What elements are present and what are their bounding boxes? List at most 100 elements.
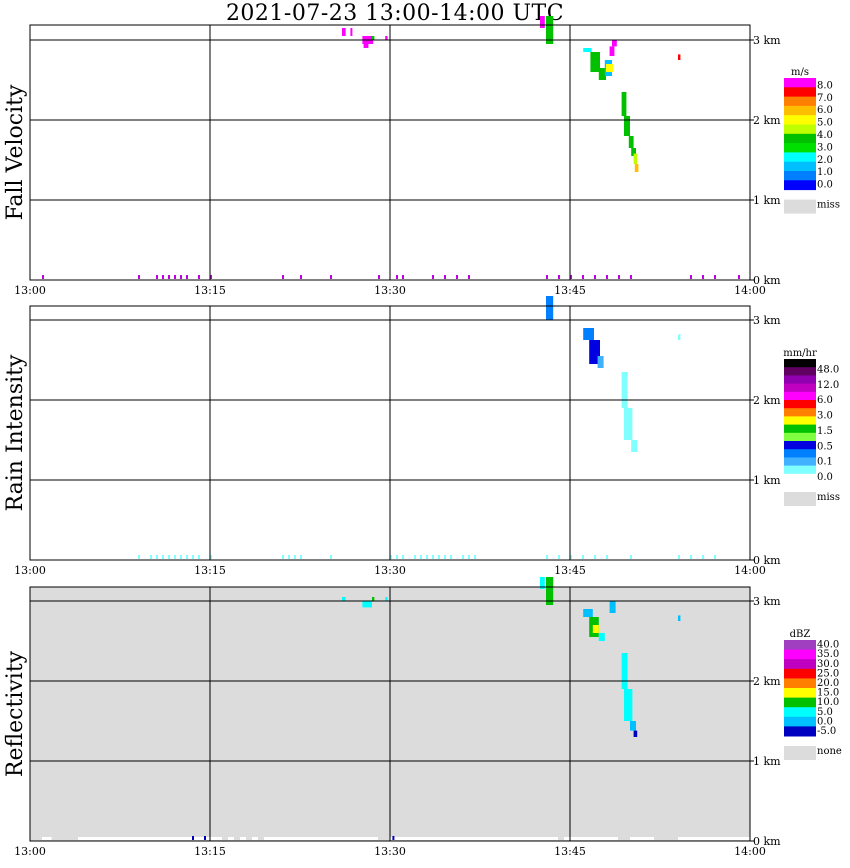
colorbar-swatch	[784, 180, 816, 191]
colorbar-swatch	[784, 78, 816, 88]
echo-cell	[631, 440, 638, 452]
surface-echo	[162, 275, 164, 279]
y-tick-label: 0 km	[753, 835, 781, 848]
surface-echo	[582, 555, 584, 559]
surface-echo	[468, 275, 470, 279]
colorbar-missing-swatch	[784, 492, 816, 506]
echo-cell	[621, 653, 628, 689]
surface-echo	[210, 275, 212, 279]
echo-cell	[583, 48, 592, 52]
colorbar-swatch	[784, 465, 816, 475]
echo-cell	[540, 16, 545, 28]
x-tick-label: 13:00	[14, 564, 46, 577]
surface-echo	[702, 275, 704, 279]
colorbar-swatch	[784, 649, 816, 660]
x-tick-label: 14:00	[734, 564, 766, 577]
surface-echo	[402, 275, 404, 279]
surface-echo	[570, 555, 572, 559]
colorbar-label: 40.0	[817, 640, 839, 651]
surface-echo	[300, 555, 302, 559]
surface-echo	[594, 275, 596, 279]
surface-echo	[558, 275, 560, 279]
x-tick-label: 13:45	[554, 564, 586, 577]
colorbar-swatch	[784, 707, 816, 718]
surface-echo	[456, 275, 458, 279]
page-title: 2021-07-23 13:00-14:00 UTC	[225, 1, 565, 26]
echo-cell	[624, 408, 633, 440]
surface-echo	[180, 555, 182, 559]
echo-cell	[362, 601, 372, 608]
colorbar-label: 2.0	[817, 155, 833, 166]
surface-echo	[714, 555, 716, 559]
colorbar-label: 20.0	[817, 678, 839, 689]
surface-echo	[618, 275, 620, 279]
surface-echo	[402, 555, 404, 559]
surface-echo	[414, 555, 416, 559]
y-tick-label: 1 km	[753, 474, 781, 487]
echo-cell	[583, 328, 594, 340]
colorbar-label: 25.0	[817, 668, 839, 679]
colorbar-swatch	[784, 449, 816, 458]
echo-cell	[628, 136, 634, 148]
y-tick-label: 2 km	[753, 114, 781, 127]
panel-3: 13:00 13:15 13:30 13:45 14:000 km 1 km 2 km 3 k…	[3, 577, 842, 858]
echo-cell	[633, 153, 638, 164]
surface-echo	[702, 555, 704, 559]
x-tick-label: 13:30	[374, 845, 406, 858]
echo-cell	[678, 615, 681, 621]
y-tick-label: 1 km	[753, 194, 781, 207]
surface-echo	[582, 275, 584, 279]
surface-echo	[564, 837, 618, 840]
surface-echo	[396, 555, 398, 559]
colorbar-swatch	[784, 391, 816, 401]
echo-cell	[624, 689, 633, 721]
surface-echo	[282, 555, 284, 559]
surface-echo	[738, 275, 740, 279]
surface-echo	[606, 555, 608, 559]
surface-echo	[168, 275, 170, 279]
x-tick-label: 13:15	[194, 564, 226, 577]
echo-cell	[590, 52, 600, 72]
colorbar-label: 7.0	[817, 93, 833, 104]
colorbar-swatch	[784, 152, 816, 163]
surface-echo	[180, 275, 182, 279]
echo-cell	[372, 597, 375, 601]
echo-cell	[624, 116, 630, 136]
surface-echo	[264, 837, 378, 840]
echo-cell	[634, 164, 639, 172]
surface-echo	[288, 555, 290, 559]
surface-echo	[186, 555, 188, 559]
surface-echo	[468, 555, 470, 559]
colorbar-label: 3.0	[817, 411, 833, 422]
echo-cell	[540, 577, 545, 589]
surface-echo	[630, 555, 632, 559]
surface-echo	[378, 275, 380, 279]
y-tick-label: 3 km	[753, 314, 781, 327]
surface-echo	[678, 555, 680, 559]
colorbar-swatch	[784, 668, 816, 679]
colorbar-label: 15.0	[817, 688, 839, 699]
colorbar-missing-label: miss	[817, 200, 840, 211]
colorbar-swatch	[784, 87, 816, 98]
colorbar-missing-swatch	[784, 199, 816, 214]
surface-echo	[690, 555, 692, 559]
plot-frame	[29, 24, 751, 281]
x-tick-label: 13:30	[374, 284, 406, 297]
surface-echo	[474, 555, 476, 559]
echo-cell	[678, 54, 681, 60]
echo-cell	[589, 340, 600, 364]
colorbar-swatch	[784, 375, 816, 385]
plot-frame	[29, 586, 751, 842]
surface-echo	[444, 555, 446, 559]
surface-echo	[594, 555, 596, 559]
colorbar-swatch	[784, 143, 816, 153]
echo-cell	[606, 64, 614, 72]
colorbar-label: 6.0	[817, 105, 833, 116]
surface-echo	[192, 555, 194, 559]
colorbar-swatch	[784, 367, 816, 376]
surface-echo	[420, 555, 422, 559]
colorbar-label: 35.0	[817, 649, 839, 660]
panel-title: Reflectivity	[3, 650, 28, 777]
colorbar-swatch	[784, 659, 816, 670]
